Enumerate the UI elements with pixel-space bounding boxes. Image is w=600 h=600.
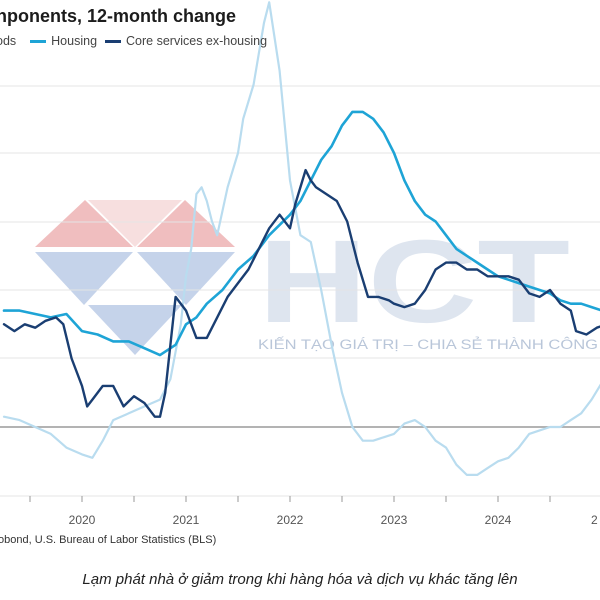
- x-tick-label: 2: [591, 513, 598, 527]
- watermark-blue-triangle-bottom: [88, 305, 182, 355]
- grid-lines: [0, 85, 600, 497]
- legend-item-core-services: Core services ex-housing: [105, 34, 267, 48]
- watermark-red-triangle-left: [35, 200, 133, 247]
- source-note: obond, U.S. Bureau of Labor Statistics (…: [0, 534, 217, 546]
- legend-label-goods: ods: [0, 34, 17, 48]
- watermark-tagline: KIẾN TẠO GIÁ TRỊ – CHIA SẺ THÀNH CÔNG: [258, 337, 598, 352]
- series-line-ods: [2, 1, 600, 476]
- legend-swatch-housing: [30, 39, 47, 43]
- x-tick-label: 2020: [69, 513, 96, 527]
- x-tick-label: 2022: [277, 513, 304, 527]
- x-tick-label: 2023: [381, 513, 408, 527]
- chart-title: nponents, 12-month change: [0, 6, 237, 26]
- watermark-blue-triangle-left: [35, 252, 133, 305]
- caption: Lạm phát nhà ở giảm trong khi hàng hóa v…: [82, 571, 518, 588]
- series-line-core-services-ex-housing: [2, 168, 600, 418]
- legend-swatch-core-services: [105, 39, 122, 43]
- legend-label-housing: Housing: [51, 34, 98, 48]
- series-lines: [2, 1, 600, 476]
- legend-item-housing: Housing: [30, 34, 97, 48]
- watermark-brand: HCT: [258, 216, 570, 348]
- x-tick-label: 2024: [485, 513, 512, 527]
- watermark-blue-triangle-top: [88, 200, 182, 247]
- legend: ods Housing Core services ex-housing: [0, 33, 275, 49]
- legend-label-core-services: Core services ex-housing: [126, 34, 268, 48]
- watermark-red-triangle-right: [137, 200, 235, 247]
- legend-item-goods: ods: [0, 34, 22, 48]
- x-axis: 2020 2021 2022 2023 2024 2: [29, 496, 598, 527]
- x-tick-label: 2021: [173, 513, 200, 527]
